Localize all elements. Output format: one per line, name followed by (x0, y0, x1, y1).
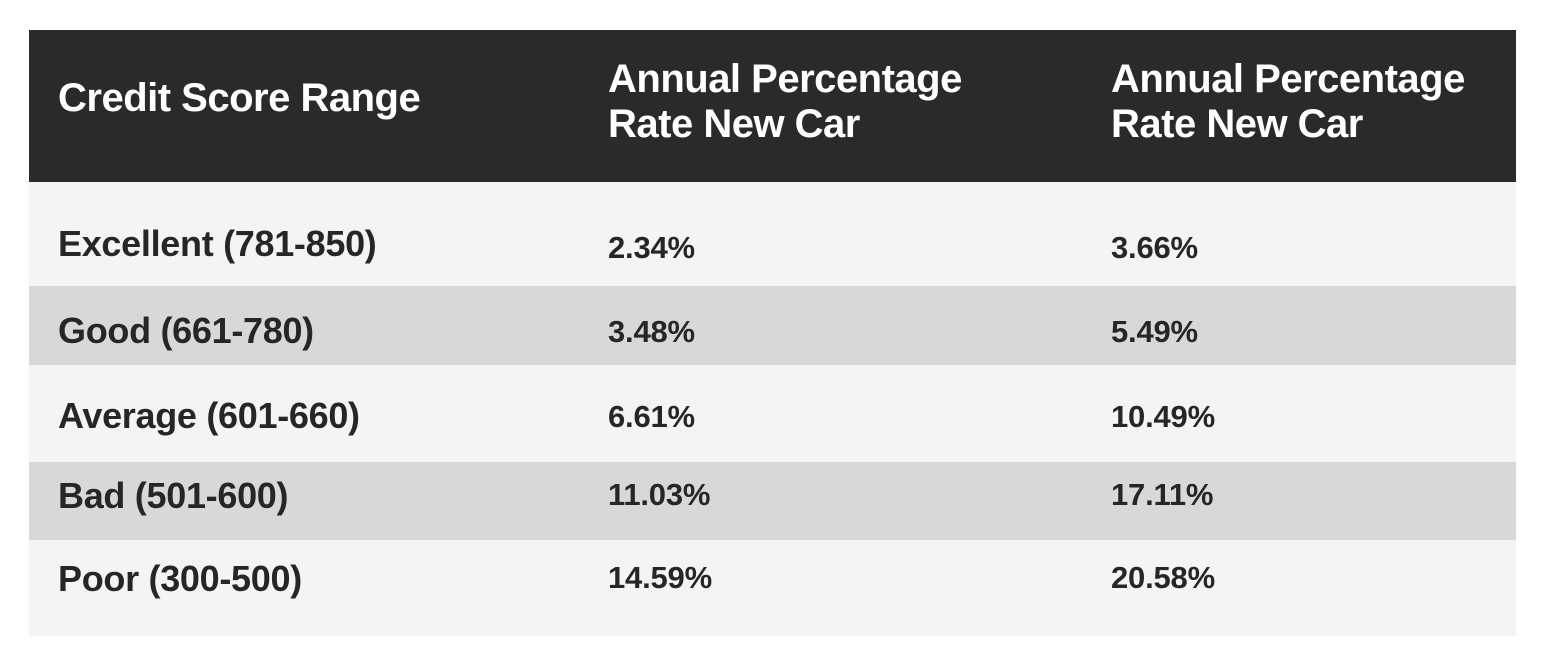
apr-cell: 3.48% (608, 314, 695, 349)
apr-cell: 20.58% (1111, 560, 1215, 595)
apr-cell: 2.34% (608, 230, 695, 265)
apr-cell: 10.49% (1111, 399, 1215, 434)
table-row: Average (601-660) 6.61% 10.49% (29, 365, 1516, 462)
header-apr-new-car-1: Annual Percentage Rate New Car (608, 57, 962, 146)
credit-range-cell: Excellent (781-850) (58, 223, 377, 264)
apr-cell: 3.66% (1111, 230, 1198, 265)
apr-cell: 5.49% (1111, 314, 1198, 349)
apr-cell: 6.61% (608, 399, 695, 434)
credit-rate-table: Credit Score Range Annual Percentage Rat… (29, 30, 1516, 636)
header-credit-score-range: Credit Score Range (58, 76, 421, 120)
credit-range-cell: Average (601-660) (58, 395, 360, 436)
apr-cell: 17.11% (1111, 477, 1214, 512)
header-apr-new-car-2: Annual Percentage Rate New Car (1111, 57, 1465, 146)
apr-cell: 11.03% (608, 477, 711, 512)
table-header: Credit Score Range Annual Percentage Rat… (29, 30, 1516, 182)
credit-range-cell: Bad (501-600) (58, 475, 289, 516)
table-row: Excellent (781-850) 2.34% 3.66% (29, 182, 1516, 286)
credit-range-cell: Poor (300-500) (58, 558, 302, 599)
table-row: Good (661-780) 3.48% 5.49% (29, 286, 1516, 365)
apr-cell: 14.59% (608, 560, 712, 595)
table-row: Poor (300-500) 14.59% 20.58% (29, 540, 1516, 636)
table-row: Bad (501-600) 11.03% 17.11% (29, 462, 1516, 540)
credit-range-cell: Good (661-780) (58, 310, 314, 351)
